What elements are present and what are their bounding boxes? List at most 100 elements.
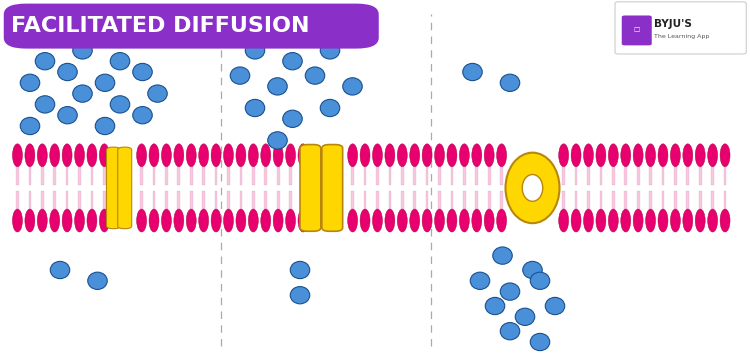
Ellipse shape	[136, 209, 146, 232]
Ellipse shape	[447, 144, 457, 167]
FancyBboxPatch shape	[615, 2, 746, 54]
Ellipse shape	[472, 209, 482, 232]
Ellipse shape	[298, 144, 308, 167]
Ellipse shape	[608, 144, 618, 167]
Bar	[587, 167, 590, 185]
Ellipse shape	[35, 53, 55, 70]
Ellipse shape	[410, 209, 420, 232]
Ellipse shape	[199, 209, 208, 232]
Ellipse shape	[670, 144, 680, 167]
FancyBboxPatch shape	[4, 4, 379, 49]
Bar	[364, 167, 367, 185]
Bar	[190, 167, 193, 185]
Ellipse shape	[470, 272, 490, 289]
Bar	[650, 167, 652, 185]
Ellipse shape	[136, 144, 146, 167]
Ellipse shape	[13, 144, 22, 167]
Bar	[351, 167, 354, 185]
Bar	[364, 190, 367, 209]
FancyBboxPatch shape	[106, 147, 121, 229]
Ellipse shape	[58, 63, 77, 81]
Bar	[376, 190, 379, 209]
Ellipse shape	[422, 209, 432, 232]
Bar	[91, 190, 93, 209]
Bar	[302, 190, 304, 209]
Ellipse shape	[385, 209, 394, 232]
Ellipse shape	[268, 132, 287, 149]
Ellipse shape	[348, 144, 358, 167]
Ellipse shape	[360, 144, 370, 167]
Ellipse shape	[496, 209, 506, 232]
Bar	[401, 190, 404, 209]
Ellipse shape	[545, 297, 565, 315]
Ellipse shape	[320, 99, 340, 117]
Ellipse shape	[283, 53, 302, 70]
Bar	[252, 167, 255, 185]
Ellipse shape	[360, 209, 370, 232]
Bar	[562, 167, 565, 185]
Ellipse shape	[720, 144, 730, 167]
Bar	[103, 190, 106, 209]
Ellipse shape	[434, 144, 445, 167]
Bar	[78, 167, 81, 185]
Ellipse shape	[87, 144, 97, 167]
Bar	[227, 190, 230, 209]
Bar	[463, 190, 466, 209]
Ellipse shape	[62, 209, 72, 232]
Ellipse shape	[283, 110, 302, 127]
Ellipse shape	[133, 107, 152, 124]
Text: FACILITATED DIFFUSION: FACILITATED DIFFUSION	[11, 16, 310, 36]
Ellipse shape	[708, 209, 718, 232]
Text: The Learning App: The Learning App	[654, 33, 710, 39]
Ellipse shape	[506, 153, 560, 223]
Bar	[165, 190, 168, 209]
Ellipse shape	[447, 209, 457, 232]
Bar	[227, 167, 230, 185]
Bar	[426, 190, 428, 209]
Ellipse shape	[559, 209, 568, 232]
Ellipse shape	[523, 261, 542, 279]
Ellipse shape	[148, 85, 167, 102]
Ellipse shape	[149, 209, 159, 232]
Ellipse shape	[268, 78, 287, 95]
Ellipse shape	[484, 144, 494, 167]
Ellipse shape	[398, 209, 407, 232]
Ellipse shape	[434, 209, 445, 232]
Ellipse shape	[472, 144, 482, 167]
Bar	[290, 167, 292, 185]
Ellipse shape	[608, 209, 618, 232]
Ellipse shape	[670, 209, 680, 232]
Ellipse shape	[385, 144, 394, 167]
Ellipse shape	[646, 209, 656, 232]
Ellipse shape	[286, 144, 296, 167]
Ellipse shape	[248, 144, 258, 167]
Ellipse shape	[658, 209, 668, 232]
Ellipse shape	[73, 85, 92, 102]
Bar	[376, 167, 379, 185]
Ellipse shape	[530, 272, 550, 289]
Ellipse shape	[25, 209, 34, 232]
Ellipse shape	[485, 297, 505, 315]
Bar	[140, 190, 143, 209]
Bar	[388, 167, 392, 185]
Ellipse shape	[110, 96, 130, 113]
Bar	[624, 167, 627, 185]
Bar	[302, 167, 304, 185]
Ellipse shape	[398, 144, 407, 167]
Ellipse shape	[186, 144, 196, 167]
Bar	[178, 190, 180, 209]
Bar	[662, 167, 664, 185]
Ellipse shape	[720, 209, 730, 232]
Bar	[290, 190, 292, 209]
Ellipse shape	[596, 144, 606, 167]
Ellipse shape	[290, 261, 310, 279]
Bar	[426, 167, 428, 185]
Bar	[662, 190, 664, 209]
Bar	[202, 190, 205, 209]
Ellipse shape	[559, 144, 568, 167]
Bar	[16, 167, 19, 185]
Bar	[28, 167, 32, 185]
Bar	[451, 190, 453, 209]
Ellipse shape	[100, 144, 109, 167]
Bar	[686, 190, 689, 209]
